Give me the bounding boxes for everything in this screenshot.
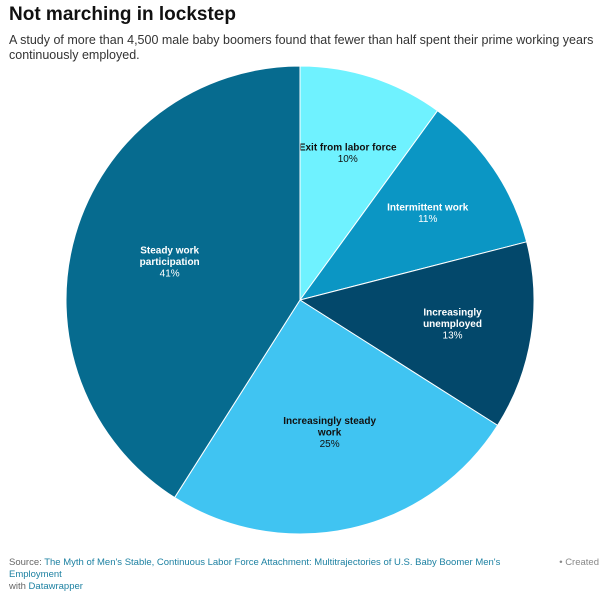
- datawrapper-link[interactable]: Datawrapper: [28, 581, 83, 592]
- created-note: • Created: [559, 557, 599, 568]
- slice-name: unemployed: [423, 319, 482, 330]
- slice-name: Exit from labor force: [299, 142, 397, 153]
- slice-name: Intermittent work: [387, 202, 469, 213]
- source-link[interactable]: The Myth of Men's Stable, Continuous Lab…: [9, 557, 501, 580]
- slice-label: Steady work participation 41%: [140, 246, 200, 280]
- slice-name: Increasingly steady: [283, 416, 376, 427]
- slice-label: Intermittent work 11%: [387, 202, 469, 225]
- slice-label: Exit from labor force 10%: [299, 142, 397, 165]
- slice-name: Increasingly: [423, 308, 482, 319]
- slice-label: Increasingly unemployed 13%: [423, 308, 482, 342]
- slice-label: Increasingly steady work 25%: [283, 416, 376, 450]
- chart-title: Not marching in lockstep: [9, 4, 236, 25]
- pie-slice: [299, 65, 439, 302]
- slice-value: 11%: [418, 214, 437, 225]
- slice-value: 13%: [443, 331, 463, 342]
- pie-slice: [65, 65, 301, 499]
- slice-value: 10%: [338, 154, 358, 165]
- slice-name: participation: [140, 257, 200, 268]
- pie-slice: [173, 299, 499, 535]
- source-prefix: Source:: [9, 557, 42, 568]
- with-text: with: [9, 581, 26, 592]
- chart-subtitle: A study of more than 4,500 male baby boo…: [9, 33, 594, 62]
- pie-chart: Exit from labor force 10% Intermittent wor…: [65, 65, 535, 535]
- chart-footer: Source: The Myth of Men's Stable, Contin…: [9, 557, 519, 593]
- pie-slice: [298, 241, 535, 427]
- slice-value: 25%: [320, 439, 340, 450]
- slice-value: 41%: [160, 269, 180, 280]
- slice-name: work: [317, 427, 342, 438]
- slice-name: Steady work: [140, 246, 199, 257]
- pie-slice: [298, 109, 528, 301]
